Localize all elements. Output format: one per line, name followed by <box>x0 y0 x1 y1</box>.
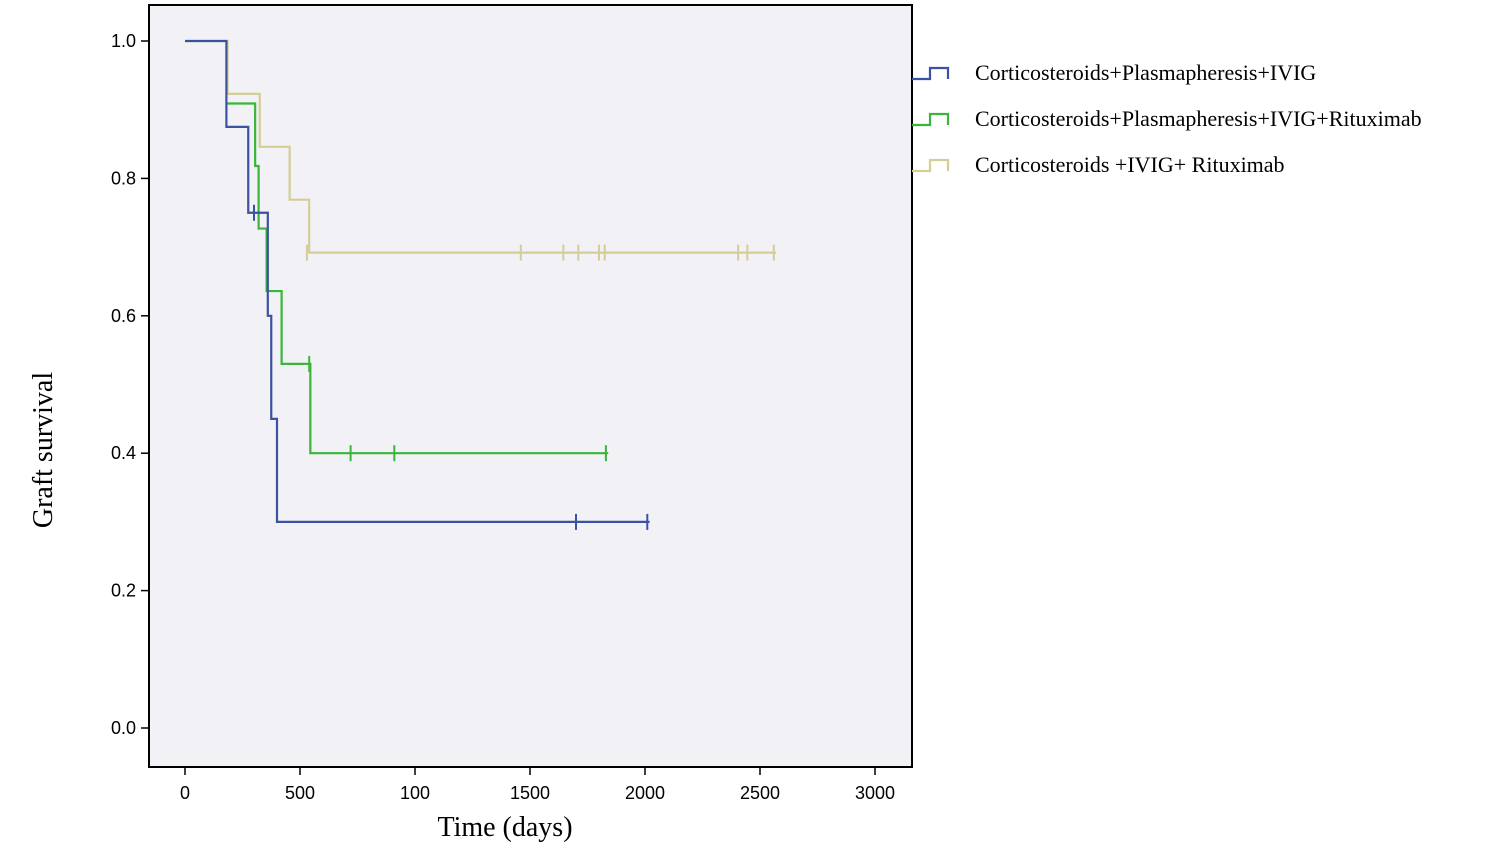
plot-area <box>148 4 913 768</box>
x-axis-ticks: 0 500 100 1500 2000 2500 3000 <box>180 767 895 803</box>
x-tick-label: 2000 <box>625 783 665 803</box>
legend-swatch <box>912 112 950 127</box>
x-tick-label: 1500 <box>510 783 550 803</box>
legend-label: Corticosteroids +IVIG+ Rituximab <box>975 152 1285 177</box>
x-axis-title: Time (days) <box>437 812 572 843</box>
series-line-1 <box>226 102 609 455</box>
x-tick-label: 100 <box>400 783 430 803</box>
y-axis-title: Graft survival <box>28 372 59 529</box>
y-tick-label: 0.2 <box>111 581 136 601</box>
y-tick-label: 0.6 <box>111 306 136 326</box>
legend-swatch <box>912 66 950 81</box>
legend: Corticosteroids+Plasmapheresis+IVIG Corti… <box>912 60 1422 177</box>
legend-label: Corticosteroids+Plasmapheresis+IVIG+Ritu… <box>975 106 1422 131</box>
y-axis-ticks: 0.0 0.2 0.4 0.6 0.8 1.0 <box>111 31 149 738</box>
y-tick-label: 0.4 <box>111 443 136 463</box>
y-tick-label: 1.0 <box>111 31 136 51</box>
x-tick-label: 500 <box>285 783 315 803</box>
x-tick-label: 0 <box>180 783 190 803</box>
x-tick-label: 3000 <box>855 783 895 803</box>
x-tick-label: 2500 <box>740 783 780 803</box>
legend-swatch <box>912 158 950 173</box>
y-tick-label: 0.0 <box>111 718 136 738</box>
series-layer <box>185 39 777 530</box>
y-tick-label: 0.8 <box>111 168 136 188</box>
legend-label: Corticosteroids+Plasmapheresis+IVIG <box>975 60 1316 85</box>
series-line-0 <box>185 39 650 523</box>
series-line-2 <box>185 39 777 254</box>
